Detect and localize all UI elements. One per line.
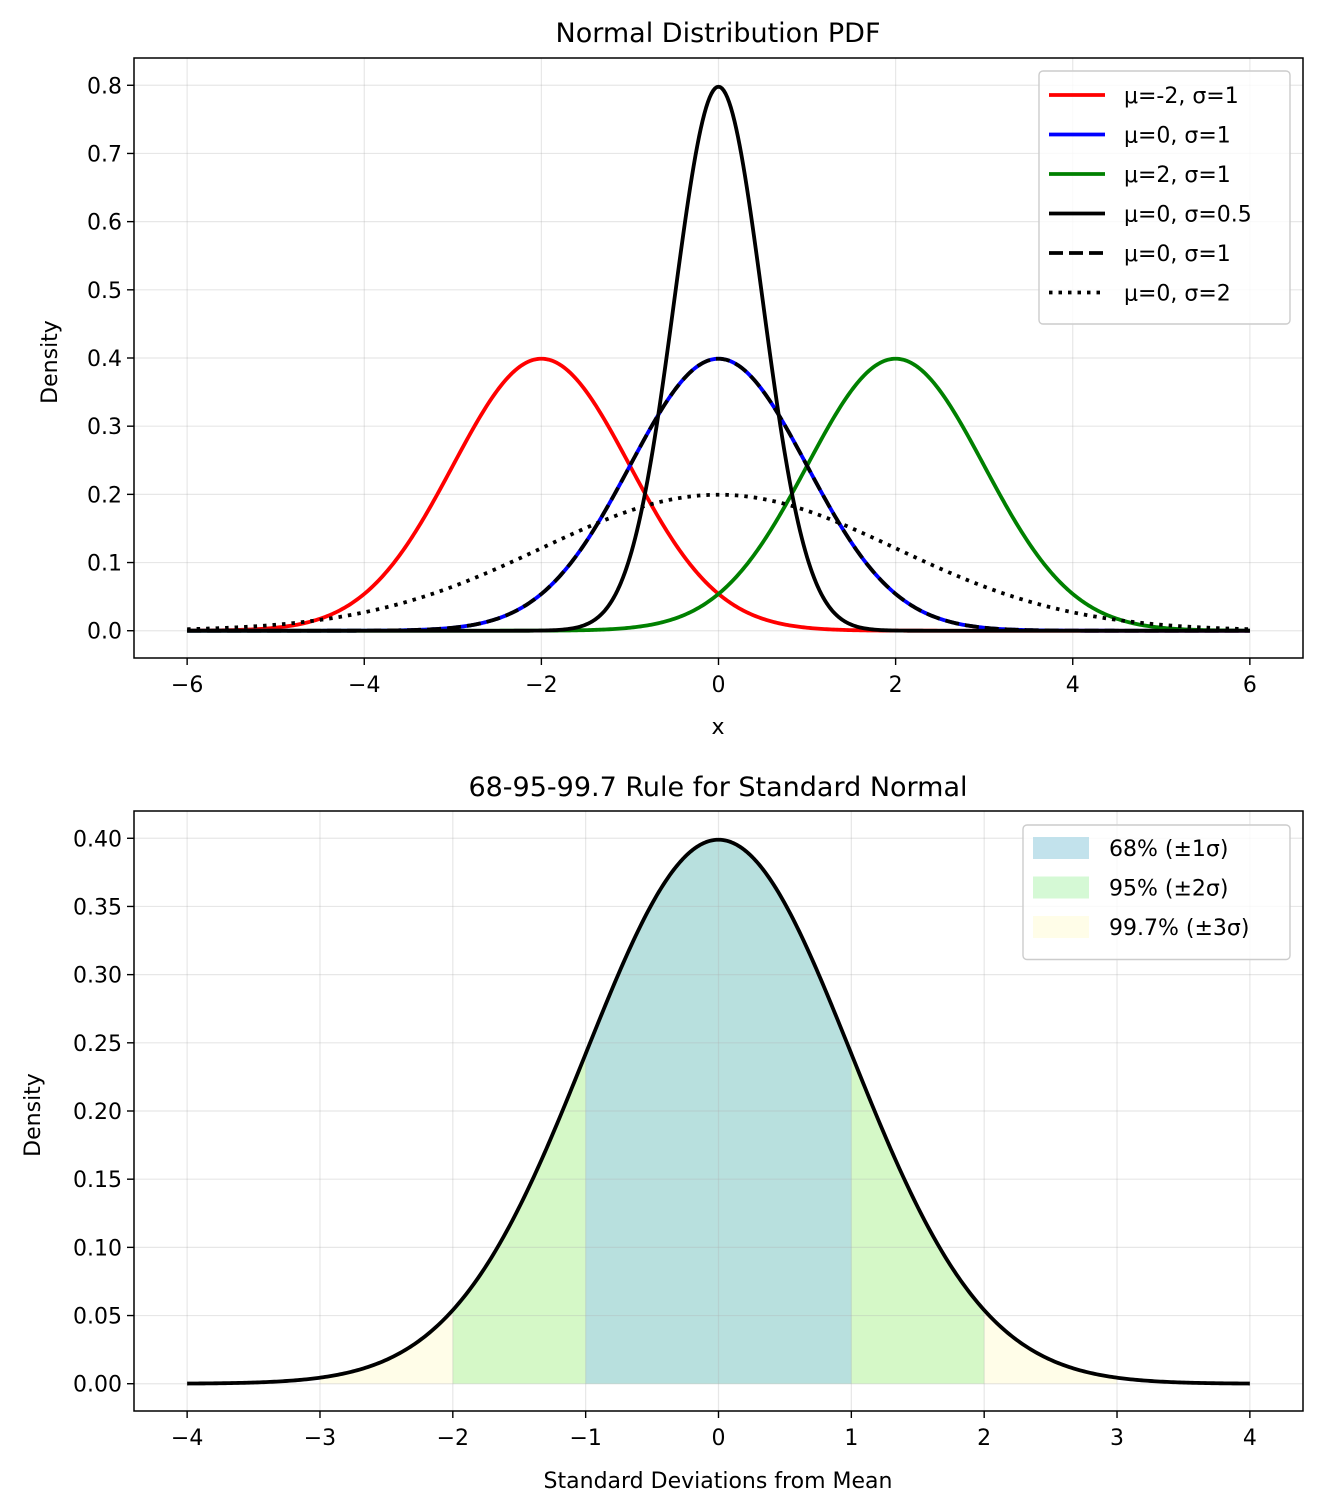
x-tick-label: 2 bbox=[977, 1426, 991, 1451]
series-line-4 bbox=[187, 356, 1250, 633]
x-tick-label: −4 bbox=[171, 1426, 203, 1451]
y-tick-label: 0.6 bbox=[87, 211, 122, 236]
x-tick-label: 0 bbox=[712, 1426, 726, 1451]
y-axis-label: Density bbox=[21, 1073, 46, 1157]
y-tick-label: 0.25 bbox=[73, 1032, 122, 1057]
legend-label: 95% (±2σ) bbox=[1109, 877, 1228, 902]
y-tick-label: 0.3 bbox=[87, 415, 122, 440]
series-lines bbox=[187, 84, 1250, 633]
y-tick-label: 0.40 bbox=[73, 827, 122, 852]
y-tick-label: 0.0 bbox=[87, 620, 122, 645]
y-tick-label: 0.2 bbox=[87, 483, 122, 508]
y-ticks: 0.0 0.1 0.2 0.3 0.4 0.5 0.6 0.7 0.8 bbox=[87, 74, 134, 645]
x-axis-label: Standard Deviations from Mean bbox=[544, 1469, 893, 1494]
y-tick-label: 0.1 bbox=[87, 552, 122, 577]
x-tick-label: 2 bbox=[889, 673, 903, 698]
x-tick-label: −4 bbox=[348, 673, 380, 698]
legend-label: μ=0, σ=1 bbox=[1124, 242, 1231, 267]
chart-normal-pdf: Normal Distribution PDF −6 −4 −2 0 2 4 6 0.00.… bbox=[38, 18, 1304, 740]
y-tick-label: 0.7 bbox=[87, 142, 122, 167]
x-tick-label: −6 bbox=[171, 673, 203, 698]
legend-label: μ=0, σ=0.5 bbox=[1124, 203, 1252, 228]
y-tick-label: 0.35 bbox=[73, 895, 122, 920]
x-tick-label: 3 bbox=[1110, 1426, 1124, 1451]
y-tick-label: 0.30 bbox=[73, 964, 122, 989]
region-fill-0 bbox=[585, 839, 852, 1384]
y-tick-label: 0.10 bbox=[73, 1236, 122, 1261]
x-ticks: −6 −4 −2 0 2 4 6 bbox=[171, 658, 1257, 698]
chart-title: 68-95-99.7 Rule for Standard Normal bbox=[468, 772, 967, 803]
y-ticks: 0.00 0.05 0.10 0.15 0.20 0.25 0.30 0.35 0.40 bbox=[73, 827, 134, 1398]
y-tick-label: 0.5 bbox=[87, 279, 122, 304]
y-axis-label: Density bbox=[38, 320, 63, 404]
x-ticks: −4 −3 −2 −1 0 1 2 3 4 bbox=[171, 1411, 1257, 1451]
legend-label: μ=0, σ=2 bbox=[1124, 282, 1231, 307]
y-tick-label: 0.00 bbox=[73, 1373, 122, 1398]
x-tick-label: −2 bbox=[437, 1426, 469, 1451]
x-tick-label: 0 bbox=[712, 673, 726, 698]
legend-label: μ=-2, σ=1 bbox=[1124, 84, 1239, 109]
legend-swatch bbox=[1033, 837, 1089, 859]
legend-swatch bbox=[1033, 876, 1089, 899]
x-tick-label: 4 bbox=[1243, 1426, 1257, 1451]
y-tick-label: 0.8 bbox=[87, 74, 122, 99]
y-tick-label: 0.20 bbox=[73, 1100, 122, 1125]
pdf-curve bbox=[187, 837, 1250, 1386]
x-tick-label: 1 bbox=[844, 1426, 858, 1451]
y-tick-label: 0.4 bbox=[87, 347, 122, 372]
legend-label: 68% (±1σ) bbox=[1109, 837, 1228, 862]
x-tick-label: −2 bbox=[525, 673, 557, 698]
legend-label: μ=2, σ=1 bbox=[1124, 163, 1231, 188]
legend-label: μ=0, σ=1 bbox=[1124, 124, 1231, 149]
x-tick-label: 4 bbox=[1066, 673, 1080, 698]
x-tick-label: 6 bbox=[1243, 673, 1257, 698]
y-tick-label: 0.15 bbox=[73, 1168, 122, 1193]
x-tick-label: −3 bbox=[304, 1426, 336, 1451]
legend-frame bbox=[1022, 824, 1291, 961]
legend-swatch bbox=[1033, 916, 1089, 938]
legend: μ=-2, σ=1 μ=0, σ=1 μ=2, σ=1 μ=0, σ=0.5 μ=0, … bbox=[1038, 70, 1291, 325]
series-line-5 bbox=[187, 492, 1250, 632]
legend: 68% (±1σ) 95% (±2σ) 99.7% (±3σ) bbox=[1022, 824, 1291, 961]
legend-label: 99.7% (±3σ) bbox=[1109, 916, 1249, 941]
series-lines bbox=[187, 837, 1250, 1386]
chart-title: Normal Distribution PDF bbox=[556, 18, 881, 49]
chart-68-95-99-rule: 68-95-99.7 Rule for Standard Normal −4 −3… bbox=[21, 772, 1304, 1494]
x-axis-label: x bbox=[711, 715, 724, 740]
region-fills bbox=[319, 839, 1118, 1384]
x-tick-label: −1 bbox=[569, 1426, 601, 1451]
y-tick-label: 0.05 bbox=[73, 1305, 122, 1330]
